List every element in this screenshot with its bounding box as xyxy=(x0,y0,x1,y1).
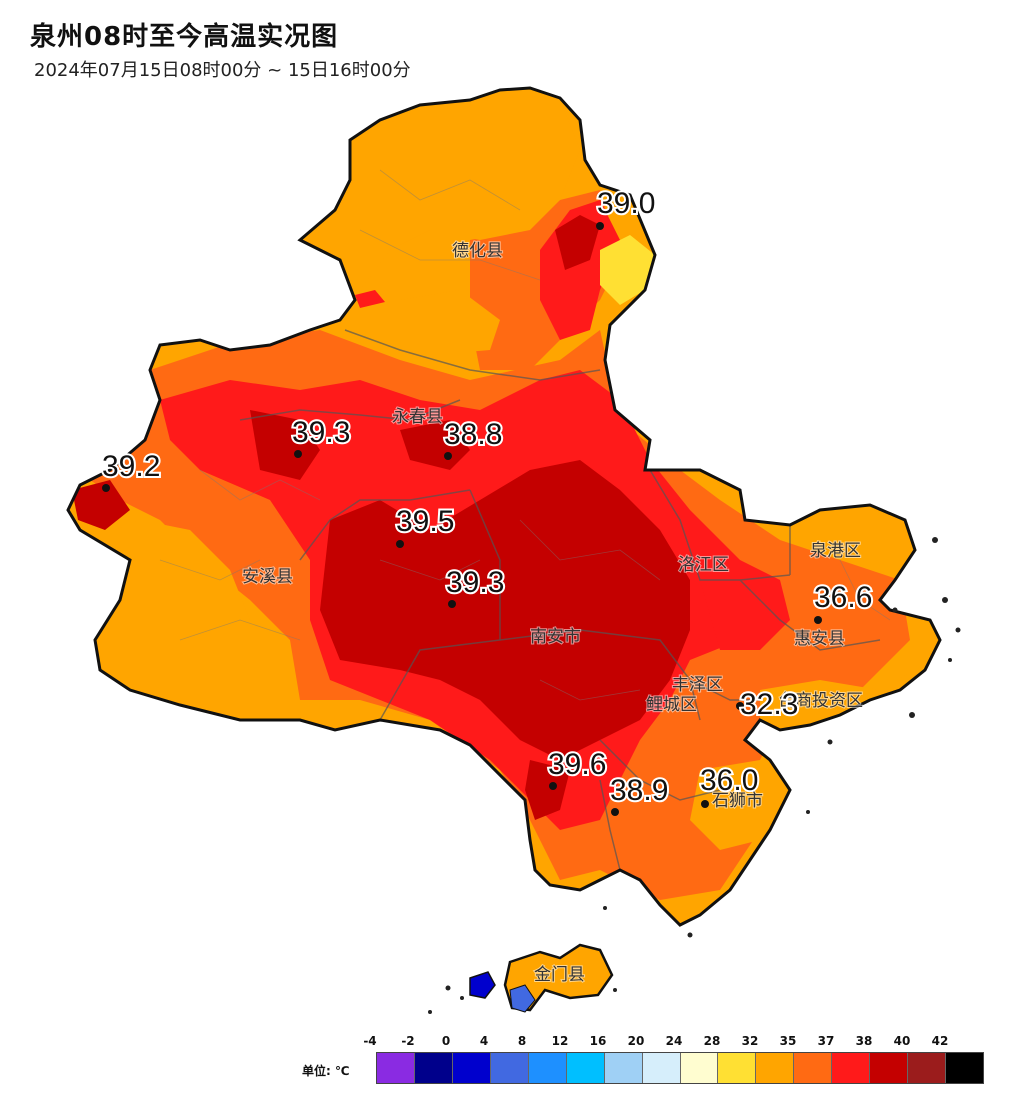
zone-32-35-shishi xyxy=(690,760,790,850)
county-labels: 德化县 永春县 安溪县 南安市 洛江区 泉港区 惠安县 丰泽区 鲤城区 台商投资… xyxy=(241,240,864,986)
station-taishang: 32.3 xyxy=(740,688,798,721)
station-dot xyxy=(444,452,452,460)
coastline xyxy=(66,86,942,927)
township-boundaries xyxy=(159,169,891,701)
legend-tick: 37 xyxy=(817,1034,835,1048)
zone-38-40 xyxy=(320,460,690,760)
legend-tick: 8 xyxy=(517,1034,527,1048)
legend-swatch xyxy=(908,1053,947,1083)
zone-32-35-dehua-south xyxy=(400,290,500,355)
station-dot xyxy=(448,600,456,608)
station-yongchun-west: 39.3 xyxy=(292,416,350,449)
station-dot xyxy=(549,782,557,790)
legend-tick: 0 xyxy=(441,1034,451,1048)
legend-tick: 4 xyxy=(479,1034,489,1048)
station-dot xyxy=(611,808,619,816)
legend-tick: 42 xyxy=(931,1034,949,1048)
station-markers xyxy=(102,222,822,816)
offshore-islets xyxy=(428,537,961,1014)
county-yongchun: 永春县 xyxy=(392,407,443,427)
legend-tick: 28 xyxy=(703,1034,721,1048)
county-quangang: 泉港区 xyxy=(810,541,861,561)
zone-38-40-anxi xyxy=(72,480,130,530)
jinmen-cold-spot xyxy=(509,984,536,1013)
legend-swatch xyxy=(604,1053,643,1083)
legend-swatch xyxy=(832,1053,871,1083)
legend-swatch xyxy=(870,1053,909,1083)
station-dot xyxy=(814,616,822,624)
station-nanan-south: 39.6 xyxy=(548,748,606,781)
county-dehua: 德化县 xyxy=(452,241,503,261)
zone-37-38-east xyxy=(700,560,790,650)
legend-tick: 16 xyxy=(589,1034,607,1048)
station-dehua-north: 39.0 xyxy=(597,187,655,220)
legend-ticks: -4 -2 0 4 8 12 16 20 24 28 32 35 37 38 40 42 xyxy=(0,1034,1024,1052)
legend-swatch xyxy=(414,1053,453,1083)
county-licheng: 鲤城区 xyxy=(646,695,697,715)
station-yongchun: 38.8 xyxy=(444,418,502,451)
legend-tick: 38 xyxy=(855,1034,873,1048)
station-dot xyxy=(294,450,302,458)
map-title: 泉州08时至今高温实况图 xyxy=(30,22,339,52)
legend-tick: 35 xyxy=(779,1034,797,1048)
station-dot xyxy=(596,222,604,230)
legend-tick: 12 xyxy=(551,1034,569,1048)
station-dot xyxy=(102,484,110,492)
zone-north-hotspot-west xyxy=(355,290,385,308)
station-dot xyxy=(736,702,744,710)
county-anxi: 安溪县 xyxy=(242,567,293,587)
legend-tick: 32 xyxy=(741,1034,759,1048)
zone-38-40-north xyxy=(555,215,600,270)
station-shishi: 36.0 xyxy=(700,764,758,797)
legend-tick: 24 xyxy=(665,1034,683,1048)
legend-swatch xyxy=(528,1053,567,1083)
zone-38-40-mid xyxy=(400,420,470,470)
county-shishi: 石狮市 xyxy=(712,791,763,811)
legend-tick: -2 xyxy=(401,1034,415,1048)
station-anxi-west: 39.2 xyxy=(102,450,160,483)
zone-32-35-northeast xyxy=(600,235,655,305)
station-dot xyxy=(396,540,404,548)
county-nanan: 南安市 xyxy=(530,627,581,647)
legend-swatch xyxy=(566,1053,605,1083)
station-huian: 36.6 xyxy=(814,581,872,614)
county-fengze: 丰泽区 xyxy=(672,675,723,695)
county-jinmen: 金门县 xyxy=(534,965,585,985)
station-nanan-central: 39.3 xyxy=(446,566,504,599)
legend-swatch xyxy=(642,1053,681,1083)
legend-swatch xyxy=(680,1053,719,1083)
legend-swatch xyxy=(756,1053,795,1083)
legend-swatch xyxy=(946,1053,983,1083)
legend-swatch xyxy=(718,1053,757,1083)
legend-unit-label: 单位: ℃ xyxy=(302,1064,350,1078)
zone-38-40-west xyxy=(250,410,320,480)
lieyu-island xyxy=(469,971,496,999)
station-dot xyxy=(701,800,709,808)
county-luojiang: 洛江区 xyxy=(678,555,729,575)
station-nanan-north: 39.5 xyxy=(396,505,454,538)
legend-swatch xyxy=(452,1053,491,1083)
temperature-zones xyxy=(72,95,940,900)
county-huian: 惠安县 xyxy=(794,629,845,649)
county-taishang: 台商投资区 xyxy=(778,691,863,711)
legend-color-bar xyxy=(376,1052,984,1084)
legend-tick: 40 xyxy=(893,1034,911,1048)
legend-tick: 20 xyxy=(627,1034,645,1048)
zone-38-40-south xyxy=(525,760,570,820)
legend-tick: -4 xyxy=(363,1034,377,1048)
zone-32-35-dehua xyxy=(320,95,580,290)
legend-swatch xyxy=(794,1053,833,1083)
legend-swatch xyxy=(490,1053,529,1083)
legend-swatch xyxy=(377,1053,415,1083)
station-values: 39.0 39.3 38.8 39.2 39.5 39.3 36.6 32.3 … xyxy=(100,185,874,809)
district-boundaries xyxy=(239,329,881,871)
station-jinjiang: 38.9 xyxy=(610,774,668,807)
map-subtitle: 2024年07月15日08时00分 ~ 15日16时00分 xyxy=(34,60,411,81)
